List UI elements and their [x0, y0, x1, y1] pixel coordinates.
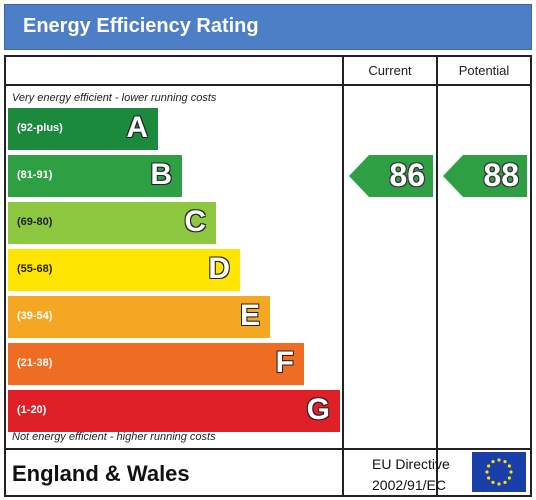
region-label: England & Wales — [12, 461, 190, 486]
footer-divider — [6, 448, 530, 450]
band-f: (21-38) F — [8, 343, 304, 385]
current-column-divider — [342, 57, 344, 495]
column-header-divider — [6, 84, 530, 86]
eu-star — [507, 476, 511, 480]
eu-star — [503, 460, 507, 464]
eu-directive-number: 2002/91/EC — [372, 477, 446, 493]
eu-star — [485, 470, 489, 474]
band-letter: D — [208, 252, 230, 285]
eu-flag-icon — [472, 452, 526, 492]
band-e: (39-54) E — [8, 296, 270, 338]
band-letter: F — [275, 346, 294, 379]
potential-column-divider — [436, 57, 438, 495]
efficient-note: Very energy efficient - lower running co… — [12, 92, 217, 104]
band-range: (1-20) — [17, 404, 47, 416]
eu-star — [497, 482, 501, 486]
band-letter: A — [126, 111, 148, 144]
potential-rating-arrow-value: 88 — [483, 157, 519, 193]
band-range: (81-91) — [17, 169, 53, 181]
band-range: (69-80) — [17, 216, 53, 228]
potential-rating-arrow-shape — [443, 155, 527, 197]
potential-rating-arrow: 88 — [443, 155, 527, 197]
band-d: (55-68) D — [8, 249, 240, 291]
band-letter: E — [239, 299, 260, 332]
band-g: (1-20) G — [8, 390, 340, 432]
band-letter: C — [184, 205, 206, 238]
current-rating-arrow: 86 — [349, 155, 433, 197]
eu-star — [503, 480, 507, 484]
band-range: (21-38) — [17, 357, 53, 369]
page-title: Energy Efficiency Rating — [23, 15, 259, 37]
band-range: (55-68) — [17, 263, 53, 275]
current-rating-arrow-shape — [349, 155, 433, 197]
eu-star — [497, 458, 501, 462]
current-column-header: Current — [368, 63, 412, 78]
inefficient-note: Not energy efficient - higher running co… — [12, 431, 216, 443]
current-rating-arrow-value: 86 — [389, 157, 425, 193]
eu-star — [507, 464, 511, 468]
rating-chart: Current Potential Very energy efficient … — [4, 55, 532, 497]
eu-star — [487, 476, 491, 480]
band-b: (81-91) B — [8, 155, 182, 197]
eu-directive-label: EU Directive — [372, 456, 450, 472]
band-a: (92-plus) A — [8, 108, 158, 150]
band-letter: G — [306, 393, 330, 426]
eu-star — [491, 480, 495, 484]
band-range: (92-plus) — [17, 122, 63, 134]
band-letter: B — [150, 158, 172, 191]
potential-column-header: Potential — [458, 63, 510, 78]
eu-star — [491, 460, 495, 464]
band-range: (39-54) — [17, 310, 53, 322]
header-bar: Energy Efficiency Rating — [4, 4, 532, 50]
eu-star — [487, 464, 491, 468]
band-c: (69-80) C — [8, 202, 216, 244]
eu-star — [509, 470, 513, 474]
